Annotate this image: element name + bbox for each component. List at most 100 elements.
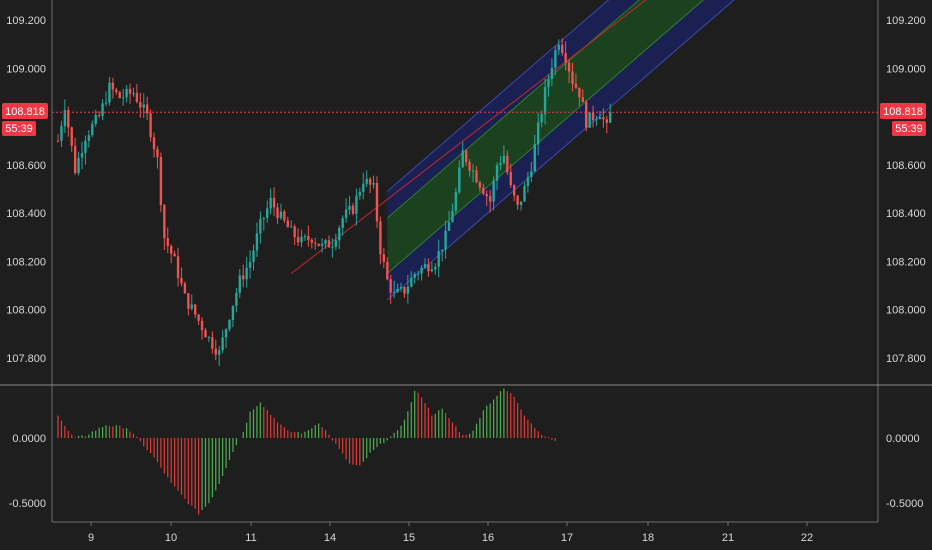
- candle-body: [307, 236, 310, 240]
- time-tick-label: 17: [561, 532, 573, 544]
- candle-body: [338, 228, 341, 241]
- candle-body: [554, 50, 557, 68]
- candle-body: [530, 171, 533, 177]
- time-tick-label: 16: [482, 532, 494, 544]
- candle-body: [207, 337, 211, 339]
- regression-channel[interactable]: [290, 0, 880, 301]
- candle-body: [194, 304, 197, 315]
- candle-body: [248, 261, 252, 268]
- candle-body: [427, 264, 430, 272]
- candle-body: [173, 253, 176, 257]
- candle-body: [283, 211, 286, 221]
- candle-body: [121, 97, 125, 99]
- time-tick-label: 9: [88, 532, 94, 544]
- candle-body: [598, 117, 602, 120]
- price-tag-right: 108.818 55:39: [880, 103, 926, 136]
- candle-body: [461, 150, 464, 168]
- price-axis[interactable]: 107.800 107.800 108.000 108.000 108.200 108.2…: [6, 15, 926, 365]
- candle-body: [149, 113, 152, 138]
- indicator-axis[interactable]: 0.0000 0.0000 -0.5000 -0.5000: [9, 433, 924, 510]
- candle-body: [386, 261, 389, 280]
- candle-body: [485, 194, 488, 197]
- candle-body: [111, 82, 115, 90]
- candle-body: [125, 88, 128, 98]
- candle-body: [334, 240, 338, 247]
- time-tick-label: 22: [801, 532, 813, 544]
- candle-body: [550, 67, 554, 80]
- candle-body: [214, 348, 217, 355]
- candle-body: [348, 205, 351, 210]
- time-axis[interactable]: 9 10 11 14 15 16 17 18 21 22: [88, 522, 813, 544]
- candle-body: [444, 230, 447, 250]
- candle-body: [266, 208, 269, 218]
- candle-body: [578, 87, 581, 98]
- candle-body: [468, 162, 471, 171]
- candle-body: [77, 157, 80, 174]
- candle-body: [420, 267, 423, 274]
- candle-body: [180, 278, 183, 284]
- channel-edge-0: [386, 0, 610, 192]
- candle-body: [163, 205, 166, 239]
- candle-body: [279, 211, 283, 219]
- candle-body: [588, 112, 591, 128]
- candle-body: [187, 293, 190, 309]
- channel-edge-2: [386, 0, 704, 274]
- candle-body: [440, 249, 444, 252]
- time-tick-label: 18: [642, 532, 654, 544]
- price-tick-left: 108.600: [6, 160, 46, 172]
- candle-body: [396, 288, 399, 292]
- candle-body: [403, 286, 406, 294]
- candle-body: [142, 104, 145, 108]
- candle-body: [392, 291, 396, 293]
- candle-body: [276, 207, 279, 219]
- candle-body: [547, 79, 550, 88]
- candle-body: [320, 243, 324, 246]
- candle-body: [471, 170, 475, 172]
- channel-median-line: [290, 0, 647, 274]
- candle-body: [331, 246, 334, 248]
- candle-body: [362, 183, 365, 192]
- candle-body: [135, 93, 139, 102]
- channel-edge-3: [386, 0, 735, 301]
- candle-body: [94, 115, 97, 124]
- candle-body: [567, 62, 571, 72]
- countdown-tag-left-value: 55:39: [5, 123, 33, 135]
- candle-body: [118, 92, 121, 98]
- candle-body: [200, 320, 204, 331]
- candle-body: [310, 239, 314, 243]
- candle-body: [413, 273, 416, 278]
- candle-body: [197, 314, 200, 321]
- candle-body: [410, 277, 413, 287]
- candle-body: [458, 167, 461, 193]
- candle-body: [218, 350, 221, 355]
- price-tick-left: 108.400: [6, 208, 46, 220]
- candle-body: [344, 209, 348, 219]
- candle-body: [423, 264, 427, 268]
- candle-body: [166, 238, 169, 246]
- candle-body: [540, 114, 543, 123]
- candle-body: [437, 251, 440, 267]
- candle-body: [451, 210, 454, 222]
- candle-body: [609, 112, 612, 123]
- candle-body: [132, 93, 135, 95]
- candle-body: [523, 186, 526, 202]
- candle-body: [379, 221, 382, 255]
- candle-body: [259, 218, 262, 234]
- candle-body: [492, 180, 495, 202]
- candle-body: [104, 102, 108, 104]
- candle-body: [516, 195, 519, 205]
- candle-body: [488, 196, 492, 202]
- time-tick-label: 21: [722, 532, 734, 544]
- macd-histogram: [57, 388, 556, 515]
- price-tick-left: 107.800: [6, 353, 46, 365]
- price-tick-right: 108.600: [886, 160, 926, 172]
- candle-body: [262, 217, 265, 219]
- candle-body: [128, 88, 132, 94]
- countdown-tag-right-value: 55:39: [895, 123, 923, 135]
- candle-body: [375, 182, 379, 222]
- candle-body: [159, 156, 163, 206]
- candle-body: [591, 112, 595, 121]
- candle-body: [269, 197, 272, 209]
